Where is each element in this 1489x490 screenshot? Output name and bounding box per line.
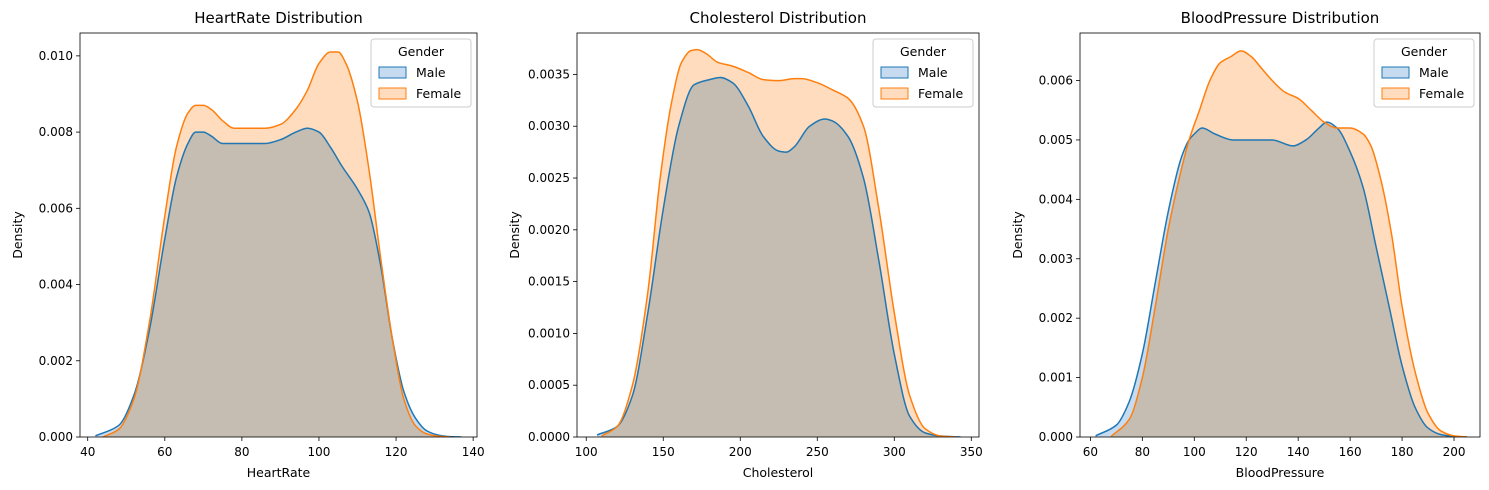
density-line-female — [601, 48, 956, 437]
density-area-female — [1111, 50, 1468, 437]
legend-swatch-female — [378, 87, 407, 100]
legend-title: Gender — [900, 44, 947, 59]
density-line-female — [1110, 50, 1468, 437]
chart-title: Cholesterol Distribution — [690, 9, 867, 27]
x-tick-label: 140 — [462, 445, 485, 459]
legend-swatch-male — [880, 66, 909, 79]
x-tick-label: 40 — [80, 445, 95, 459]
legend: Gender Male Female — [1373, 38, 1475, 108]
legend-label-female: Female — [416, 86, 462, 101]
legend-title: Gender — [1401, 44, 1448, 59]
axes-frame — [576, 32, 980, 438]
x-tick-label: 80 — [1135, 445, 1150, 459]
density-area-female — [103, 52, 451, 437]
x-axis-label: Cholesterol — [743, 465, 814, 480]
y-tick-label: 0.0035 — [528, 67, 570, 81]
y-tick-label: 0.002 — [39, 354, 73, 368]
x-tick-label: 180 — [1391, 445, 1414, 459]
x-tick-label: 120 — [1235, 445, 1258, 459]
y-tick-label: 0.0030 — [528, 119, 570, 133]
y-axis-label: Density — [507, 211, 522, 259]
y-tick-label: 0.0025 — [528, 171, 570, 185]
y-tick-label: 0.002 — [1039, 311, 1073, 325]
x-tick-label: 200 — [729, 445, 752, 459]
density-line-male — [1095, 121, 1468, 437]
density-area-female — [601, 49, 956, 437]
chart-panel-2: 100 150 200 250 300 350 0.0000 0.0005 0.0010 0.00… — [507, 9, 983, 480]
y-tick-label: 0.000 — [39, 430, 73, 444]
legend-swatch-female — [1381, 87, 1410, 100]
density-line-male — [596, 76, 961, 437]
y-tick-label: 0.0020 — [528, 223, 570, 237]
y-tick-label: 0.006 — [39, 201, 73, 215]
x-tick-label: 60 — [1083, 445, 1098, 459]
legend-label-female: Female — [1419, 86, 1465, 101]
x-tick-label: 140 — [1287, 445, 1310, 459]
x-tick-label: 100 — [308, 445, 331, 459]
x-axis-label: HeartRate — [247, 465, 311, 480]
y-tick-label: 0.000 — [1039, 430, 1073, 444]
y-tick-label: 0.001 — [1039, 371, 1073, 385]
legend-swatch-male — [378, 66, 407, 79]
legend-swatch-female — [880, 87, 909, 100]
y-tick-label: 0.003 — [1039, 252, 1073, 266]
y-tick-label: 0.008 — [39, 125, 73, 139]
density-line-female — [102, 51, 451, 437]
x-axis-label: BloodPressure — [1236, 465, 1325, 480]
y-tick-label: 0.006 — [1039, 74, 1073, 88]
y-tick-label: 0.0005 — [528, 378, 570, 392]
y-tick-label: 0.010 — [39, 49, 73, 63]
x-tick-label: 150 — [652, 445, 675, 459]
x-tick-label: 350 — [960, 445, 983, 459]
density-line-male — [95, 127, 462, 437]
axes-frame — [1079, 32, 1481, 438]
y-tick-label: 0.004 — [39, 278, 73, 292]
y-tick-label: 0.0010 — [528, 326, 570, 340]
x-tick-label: 250 — [806, 445, 829, 459]
y-tick-label: 0.005 — [1039, 133, 1073, 147]
legend-title: Gender — [398, 44, 445, 59]
legend-label-male: Male — [918, 65, 948, 80]
legend-label-male: Male — [1419, 65, 1449, 80]
plot-area — [596, 48, 961, 437]
axes-frame — [79, 32, 478, 438]
chart-title: BloodPressure Distribution — [1181, 9, 1380, 27]
plot-area — [1095, 50, 1468, 437]
legend-swatch-male — [1381, 66, 1410, 79]
x-tick-label: 100 — [575, 445, 598, 459]
legend: Gender Male Female — [872, 38, 974, 108]
x-tick-label: 300 — [883, 445, 906, 459]
legend-label-male: Male — [416, 65, 446, 80]
x-tick-label: 100 — [1183, 445, 1206, 459]
y-axis-label: Density — [10, 211, 25, 259]
y-tick-label: 0.0000 — [528, 430, 570, 444]
x-tick-label: 80 — [234, 445, 249, 459]
x-tick-label: 160 — [1339, 445, 1362, 459]
legend: Gender Male Female — [370, 38, 472, 108]
chart-title: HeartRate Distribution — [194, 9, 362, 27]
x-tick-label: 120 — [385, 445, 408, 459]
chart-panel-3: 60 80 100 120 140 160 180 200 0.000 0.001 0.002 0.0… — [1010, 9, 1481, 480]
y-axis-label: Density — [1010, 211, 1025, 259]
plot-area — [95, 51, 462, 437]
y-tick-label: 0.0015 — [528, 275, 570, 289]
x-tick-label: 200 — [1443, 445, 1466, 459]
chart-panel-1: 40 60 80 100 120 140 0.000 0.002 0.004 0.006 0.008… — [10, 9, 485, 480]
x-tick-label: 60 — [157, 445, 172, 459]
y-tick-label: 0.004 — [1039, 192, 1073, 206]
legend-label-female: Female — [918, 86, 964, 101]
